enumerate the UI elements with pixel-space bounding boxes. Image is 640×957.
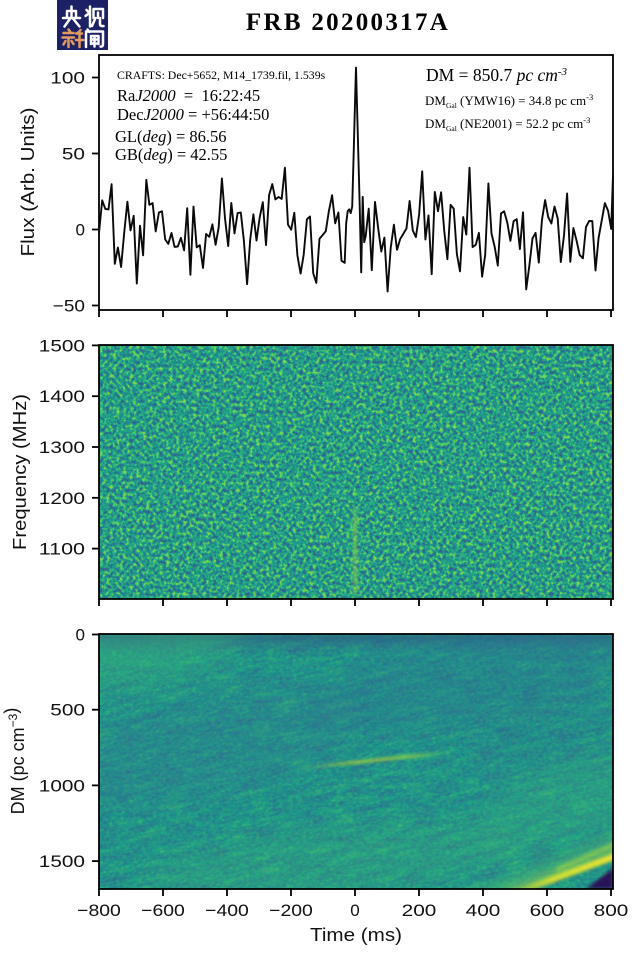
svg-text:RaJ2000 = 16:22:45: RaJ2000 = 16:22:45	[117, 86, 260, 105]
svg-text:500: 500	[50, 701, 85, 720]
svg-text:−600: −600	[141, 901, 185, 920]
svg-text:0: 0	[76, 626, 85, 645]
svg-text:400: 400	[466, 901, 501, 920]
svg-text:−200: −200	[269, 901, 313, 920]
svg-text:600: 600	[530, 901, 565, 920]
svg-text:DM (pc cm−3): DM (pc cm−3)	[1, 708, 28, 815]
svg-text:100: 100	[50, 69, 85, 88]
svg-text:1500: 1500	[39, 336, 85, 355]
svg-text:−400: −400	[205, 901, 249, 920]
svg-text:1100: 1100	[39, 540, 85, 559]
svg-text:Flux (Arb. Units): Flux (Arb. Units)	[17, 108, 38, 257]
svg-text:−800: −800	[77, 901, 121, 920]
svg-text:1300: 1300	[39, 438, 85, 457]
svg-text:200: 200	[402, 901, 437, 920]
svg-text:800: 800	[594, 901, 629, 920]
svg-text:Frequency (MHz): Frequency (MHz)	[9, 394, 30, 550]
svg-text:FRB 20200317A: FRB 20200317A	[246, 9, 450, 36]
svg-text:1200: 1200	[39, 489, 85, 508]
svg-text:−50: −50	[53, 297, 85, 316]
svg-text:Time (ms): Time (ms)	[310, 924, 402, 945]
svg-text:50: 50	[62, 145, 85, 164]
svg-text:DMGal (YMW16) = 34.8 pc cm-3: DMGal (YMW16) = 34.8 pc cm-3	[425, 92, 593, 110]
svg-text:CRAFTS: Dec+5652, M14_1739.fil: CRAFTS: Dec+5652, M14_1739.fil, 1.539s	[117, 68, 326, 82]
svg-text:DecJ2000 = +56:44:50: DecJ2000 = +56:44:50	[117, 105, 269, 124]
svg-text:1000: 1000	[39, 776, 85, 795]
svg-text:GL(deg) = 86.56: GL(deg) = 86.56	[115, 127, 227, 146]
svg-text:GB(deg) = 42.55: GB(deg) = 42.55	[115, 145, 227, 164]
svg-text:1400: 1400	[39, 387, 85, 406]
svg-text:DM = 850.7 pc cm-3: DM = 850.7 pc cm-3	[426, 65, 568, 85]
svg-text:0: 0	[350, 901, 359, 920]
svg-text:DMGal (NE2001) = 52.2 pc cm-3: DMGal (NE2001) = 52.2 pc cm-3	[425, 115, 590, 133]
svg-text:0: 0	[76, 221, 85, 240]
svg-text:1500: 1500	[39, 852, 85, 871]
